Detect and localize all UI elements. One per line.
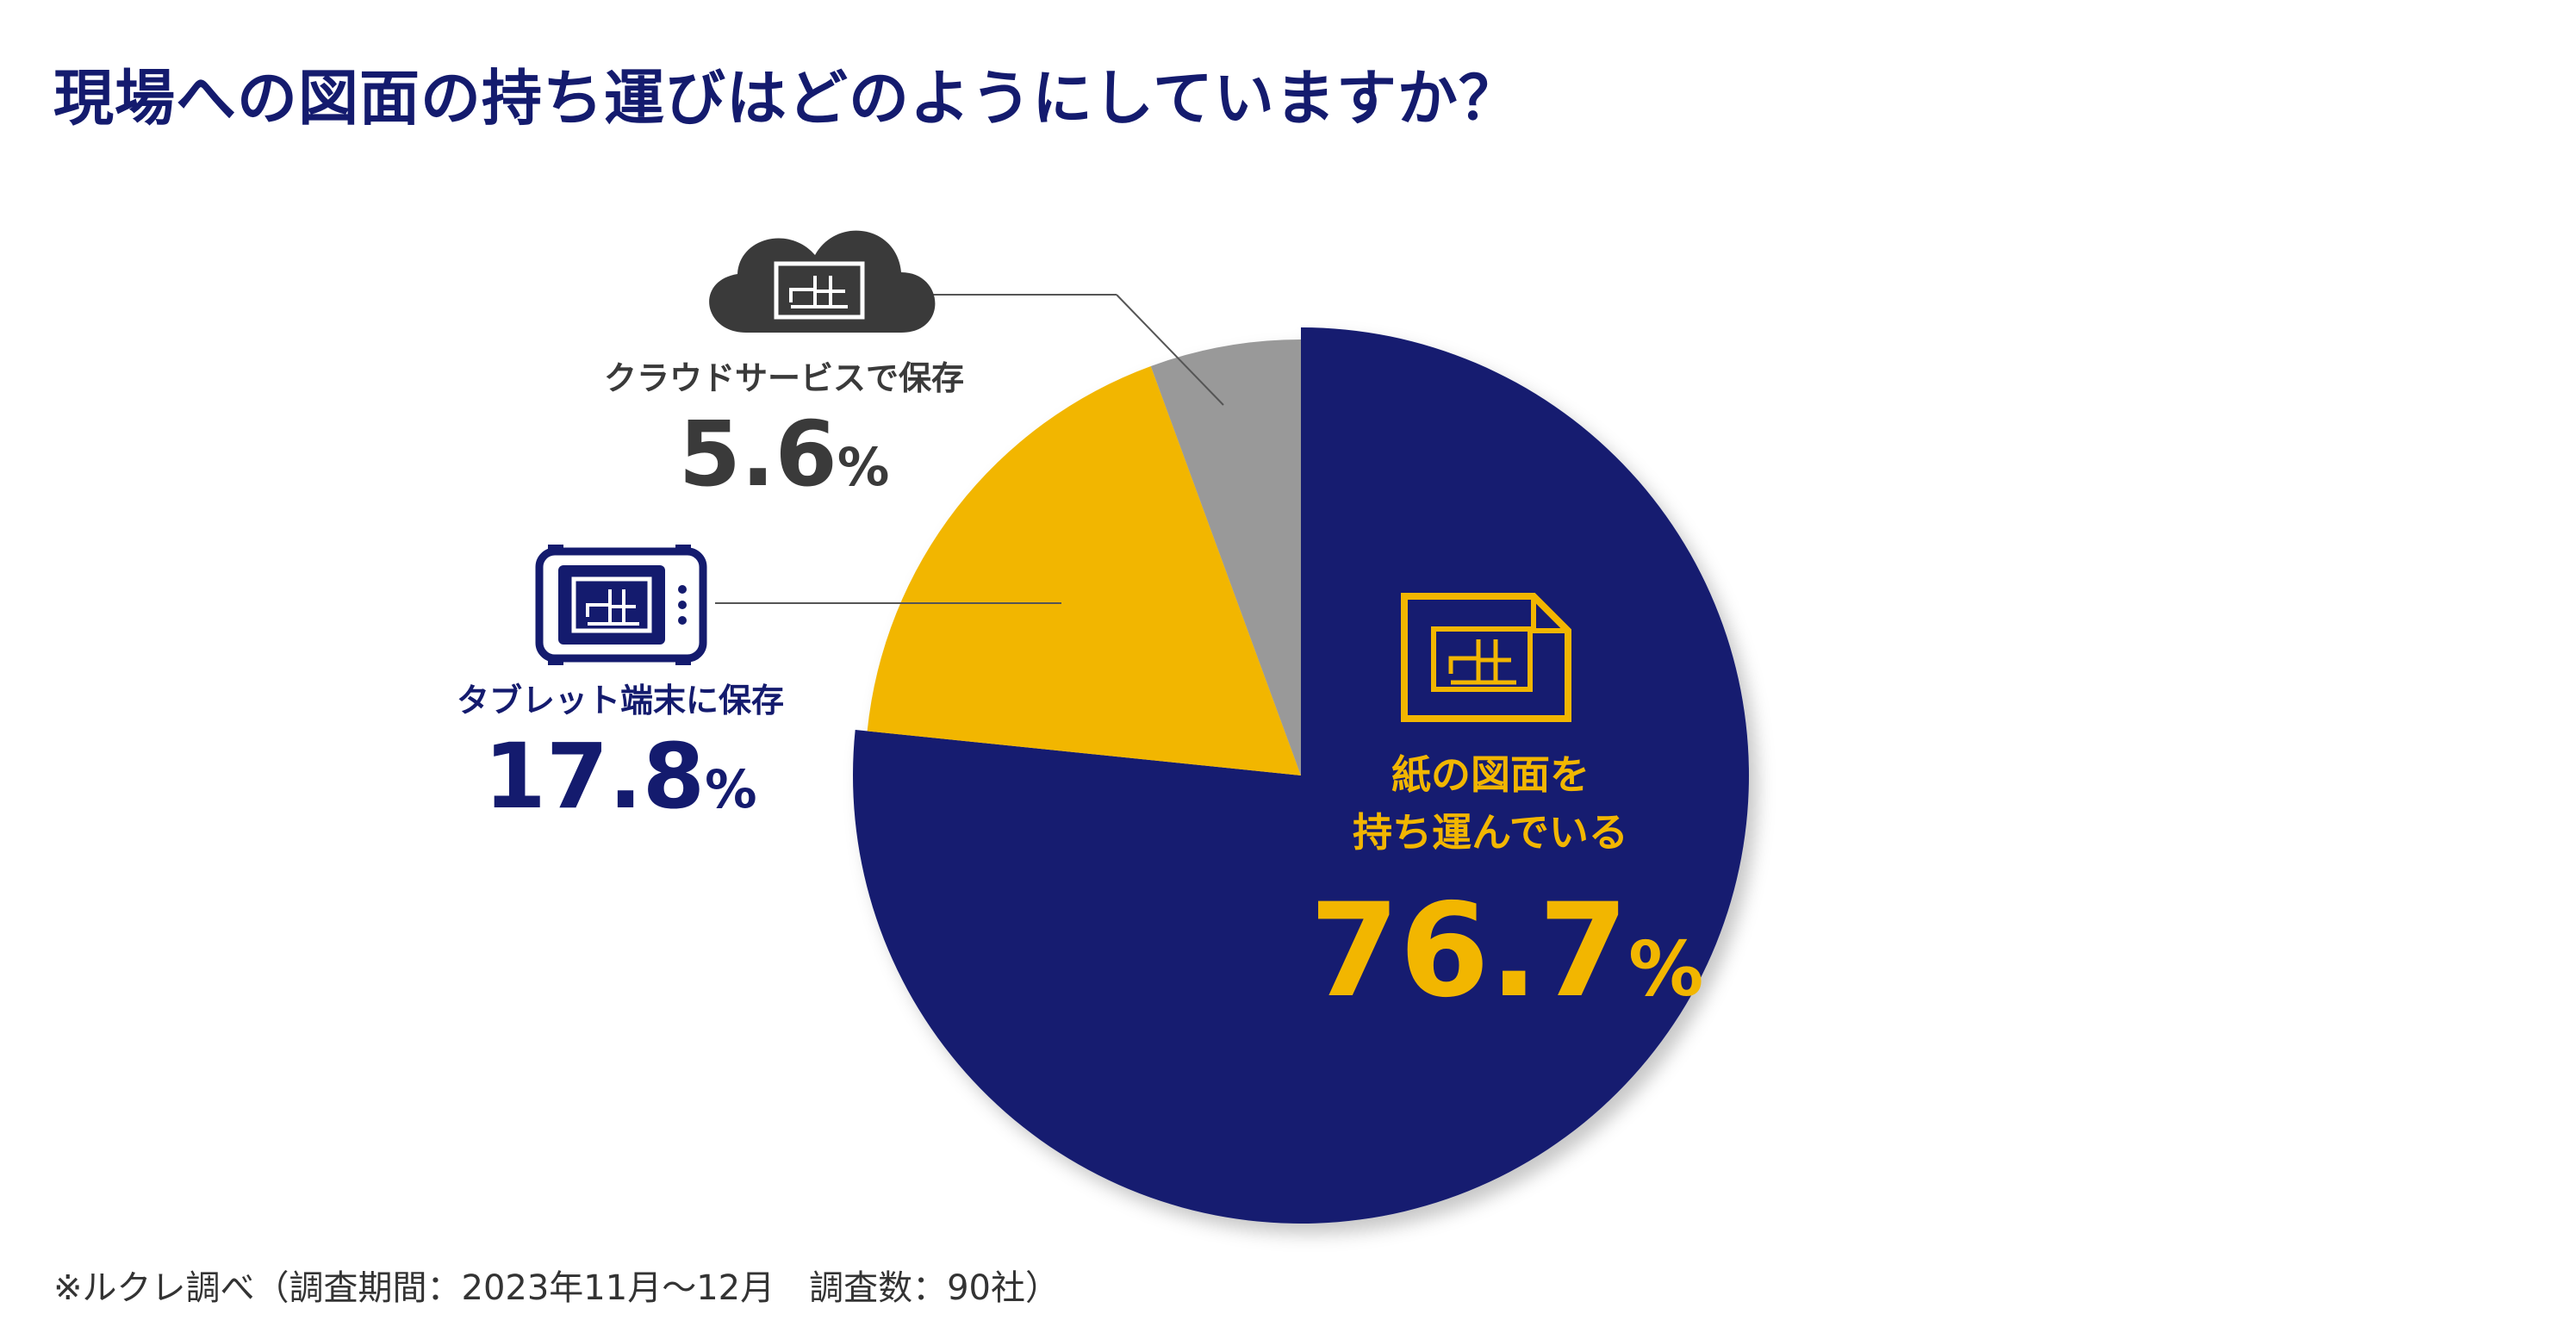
tablet-floorplan-icon [535, 545, 707, 665]
label-tablet-value: 17.8% [483, 724, 757, 829]
label-paper-name-line2: 持ち運んでいる [1353, 808, 1628, 856]
label-paper-name-line1: 紙の図面を [1391, 751, 1590, 798]
cloud-floorplan-icon [709, 230, 936, 333]
label-cloud-name: クラウドサービスで保存 [603, 359, 964, 397]
label-cloud: クラウドサービスで保存 5.6% [577, 352, 991, 499]
label-tablet-name: タブレット端末に保存 [456, 682, 784, 719]
chart-title: 現場への図面の持ち運びはどのようにしていますか？ [53, 63, 1520, 134]
label-tablet: タブレット端末に保存 17.8% [422, 674, 818, 821]
footnote: ※ルクレ調べ（調査期間：2023年11月〜12月 調査数：90社） [53, 1268, 1061, 1308]
pie-slice-cloud [1150, 339, 1301, 775]
label-paper: 紙の図面を 持ち運んでいる 76.7% [1310, 746, 1704, 1027]
label-paper-value: 76.7% [1310, 876, 1704, 1027]
floorplan-document-icon [1401, 593, 1571, 722]
pie-slice-tablet [867, 365, 1301, 775]
label-cloud-value: 5.6% [678, 402, 890, 507]
leader-line-cloud-diagonal [1116, 294, 1224, 406]
pie-slices [852, 327, 1749, 1224]
